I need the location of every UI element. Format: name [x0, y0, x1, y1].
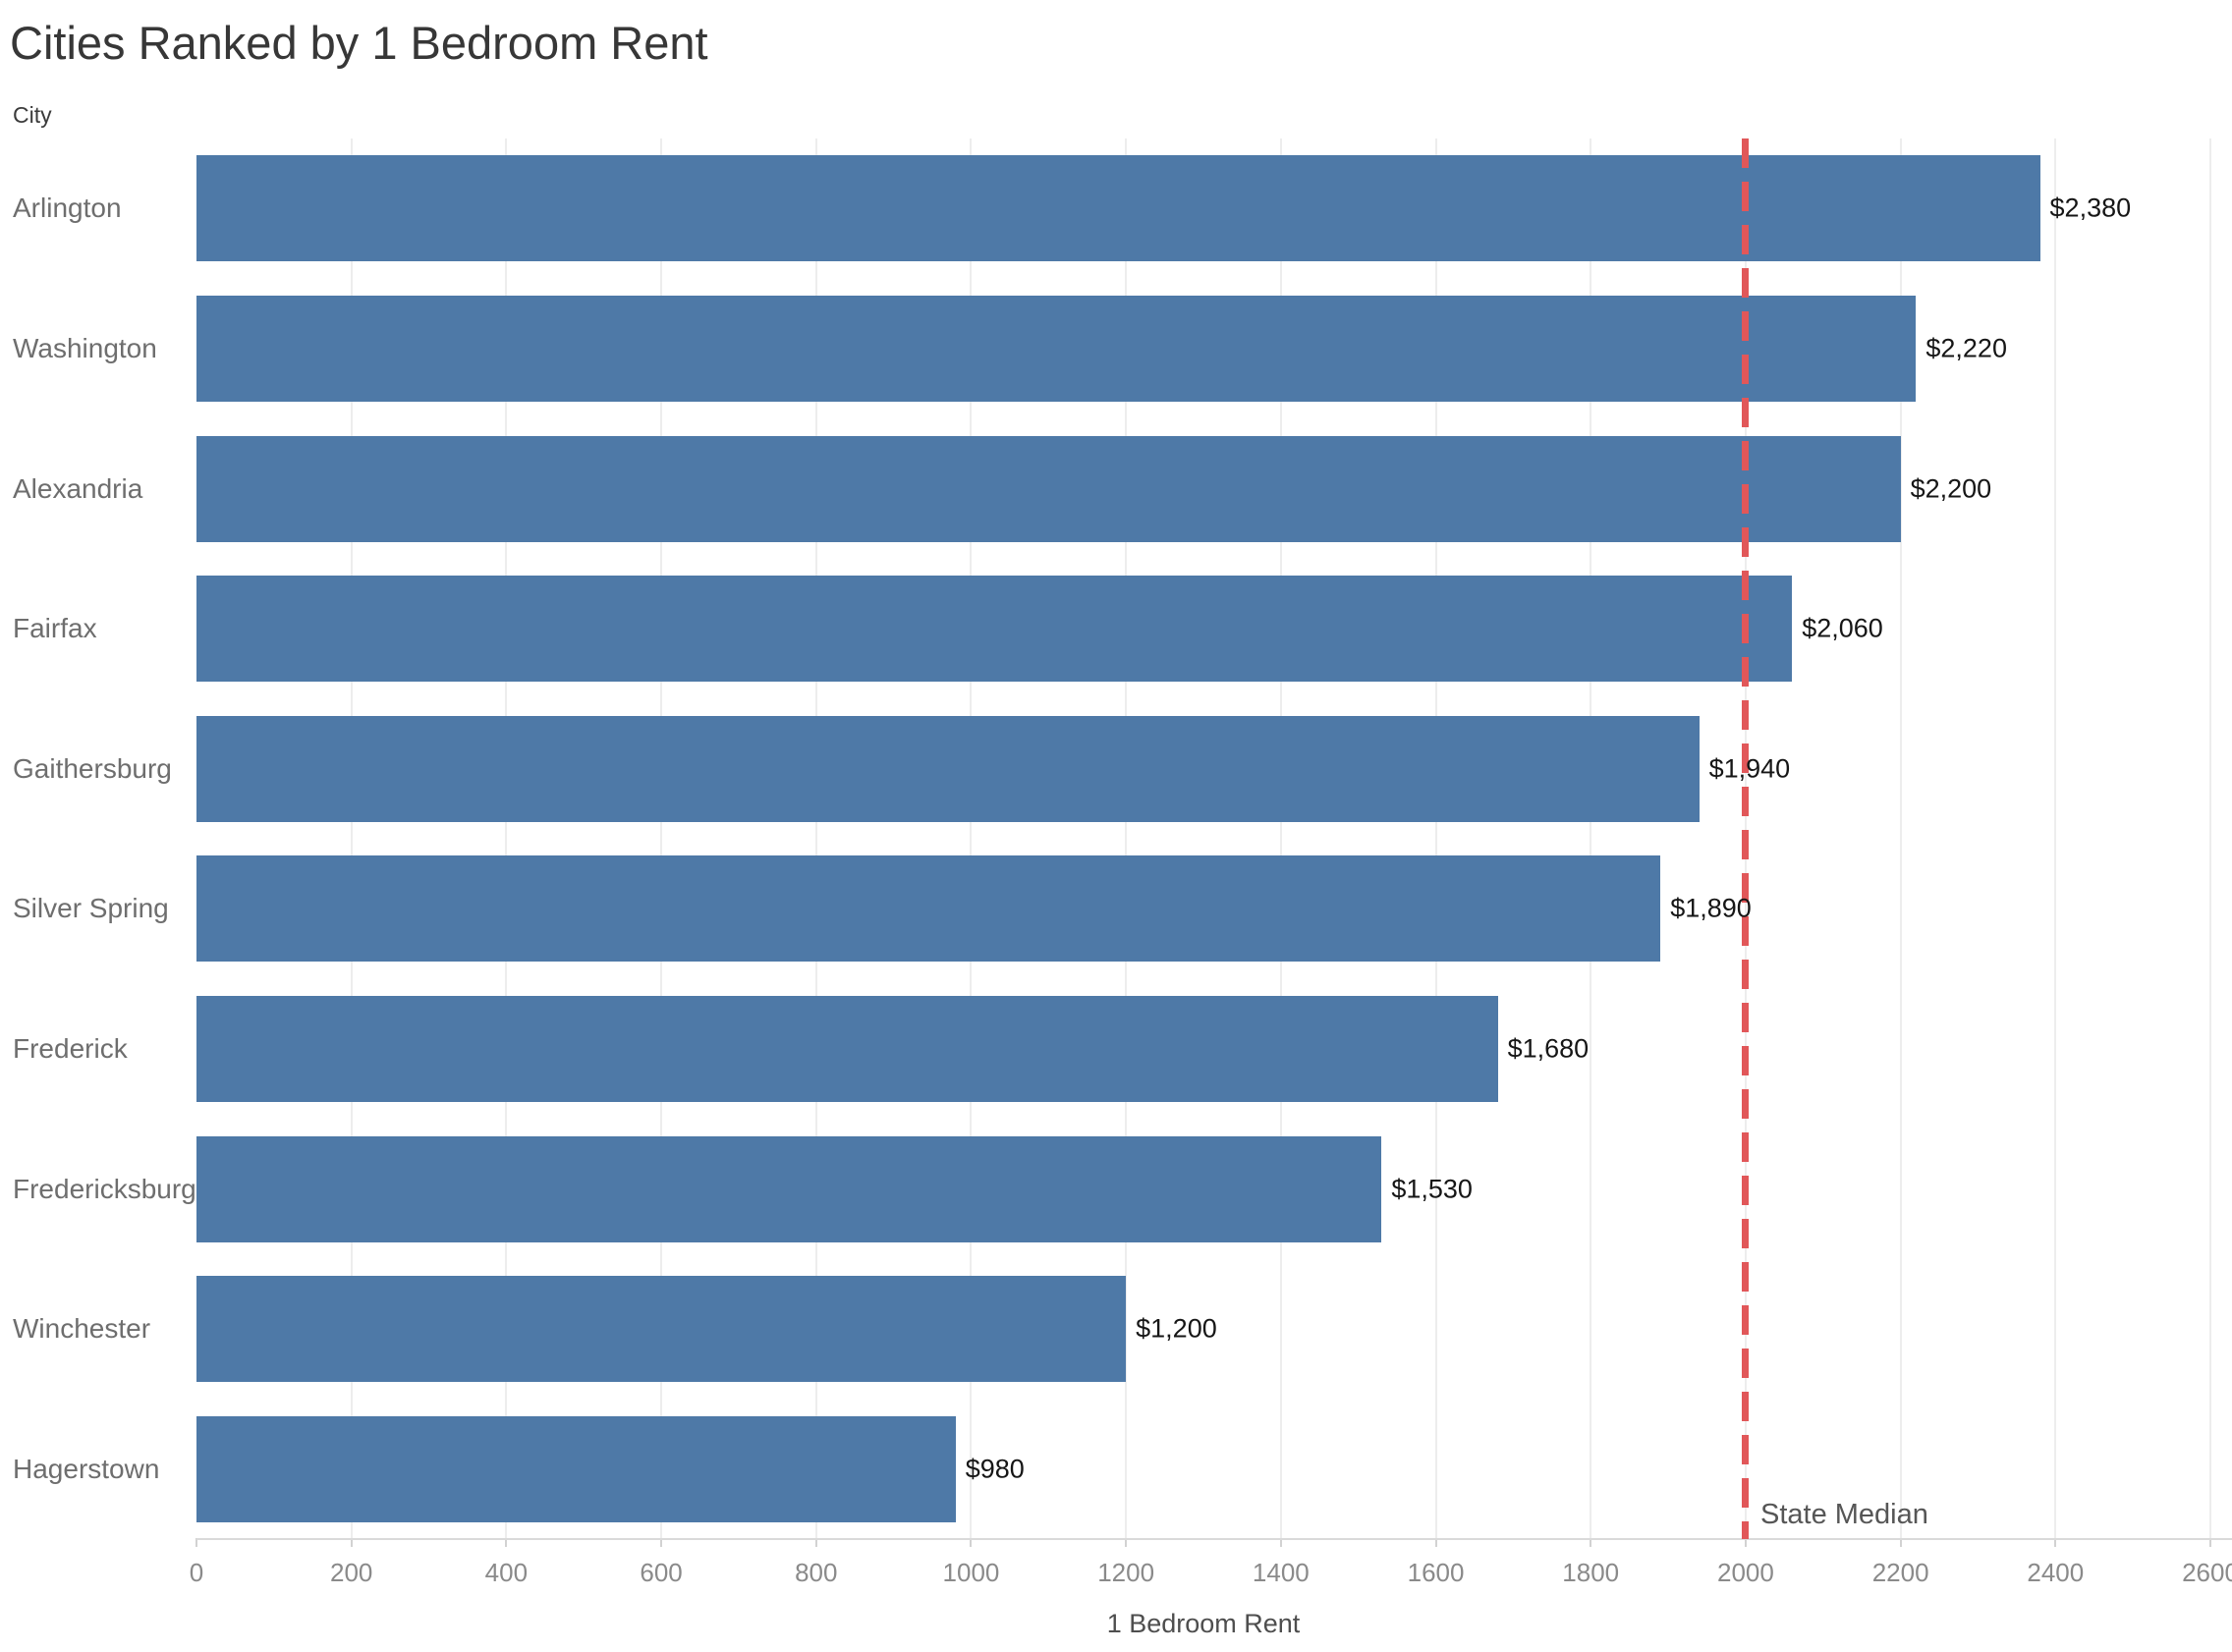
value-label-frederick: $1,680	[1507, 1033, 1590, 1064]
gridline-2600	[2209, 138, 2211, 1539]
value-label-hagerstown: $980	[965, 1454, 1025, 1484]
x-tick-2200	[1899, 1538, 1902, 1547]
x-tick-1800	[1590, 1538, 1592, 1547]
row-label-alexandria: Alexandria	[13, 472, 143, 504]
row-label-frederick: Frederick	[13, 1032, 128, 1064]
row-label-washington: Washington	[13, 332, 157, 363]
bar-frederick[interactable]	[196, 995, 1498, 1102]
bar-fredericksburg[interactable]	[196, 1135, 1382, 1242]
x-tick-label-1600: 1600	[1407, 1558, 1465, 1587]
bar-fairfax[interactable]	[196, 576, 1793, 683]
gridline-1200	[1125, 138, 1128, 1539]
x-tick-label-600: 600	[640, 1558, 683, 1587]
value-label-fredericksburg: $1,530	[1391, 1174, 1473, 1203]
gridline-2200	[1899, 138, 1902, 1539]
x-tick-label-1000: 1000	[942, 1558, 1000, 1587]
x-tick-label-2200: 2200	[1871, 1558, 1929, 1587]
bar-washington[interactable]	[196, 295, 1917, 402]
gridline-1600	[1434, 138, 1437, 1539]
x-tick-label-400: 400	[484, 1558, 529, 1587]
page-title: Cities Ranked by 1 Bedroom Rent	[10, 17, 708, 69]
x-axis-title: 1 Bedroom Rent	[1106, 1609, 1301, 1638]
gridline-200	[350, 138, 353, 1539]
x-tick-600	[660, 1538, 663, 1547]
x-tick-label-800: 800	[795, 1558, 838, 1587]
gridline-1000	[970, 138, 973, 1539]
x-tick-1000	[970, 1538, 973, 1547]
x-tick-2000	[1744, 1538, 1747, 1547]
x-tick-800	[814, 1538, 817, 1547]
row-label-silver-spring: Silver Spring	[13, 893, 169, 924]
x-tick-1400	[1279, 1538, 1282, 1547]
gridline-1800	[1590, 138, 1592, 1539]
x-tick-label-1200: 1200	[1097, 1558, 1155, 1587]
bar-silver-spring[interactable]	[196, 855, 1661, 963]
bar-arlington[interactable]	[196, 155, 2040, 262]
gridline-800	[814, 138, 817, 1539]
x-tick-label-0: 0	[189, 1558, 204, 1587]
gridline-1400	[1279, 138, 1282, 1539]
gridline-600	[660, 138, 663, 1539]
bar-winchester[interactable]	[196, 1276, 1127, 1383]
x-tick-label-2600: 2600	[2182, 1558, 2232, 1587]
x-tick-label-2000: 2000	[1717, 1558, 1774, 1587]
x-tick-1200	[1125, 1538, 1128, 1547]
x-tick-200	[350, 1538, 353, 1547]
row-label-fredericksburg: Fredericksburg	[13, 1173, 196, 1204]
row-label-hagerstown: Hagerstown	[13, 1453, 160, 1484]
value-label-fairfax: $2,060	[1802, 613, 1883, 643]
row-label-fairfax: Fairfax	[13, 613, 97, 644]
x-tick-label-200: 200	[329, 1558, 373, 1587]
category-axis-header: City	[13, 102, 52, 128]
bar-hagerstown[interactable]	[196, 1415, 956, 1522]
row-label-gaithersburg: Gaithersburg	[13, 752, 172, 784]
x-tick-label-2400: 2400	[2027, 1558, 2085, 1587]
x-tick-label-1800: 1800	[1562, 1558, 1620, 1587]
row-label-winchester: Winchester	[13, 1313, 151, 1345]
gridline-400	[505, 138, 508, 1539]
value-label-winchester: $1,200	[1136, 1313, 1217, 1344]
value-label-washington: $2,220	[1925, 333, 2007, 363]
row-label-arlington: Arlington	[13, 193, 122, 224]
x-tick-1600	[1434, 1538, 1437, 1547]
value-label-silver-spring: $1,890	[1670, 893, 1752, 923]
value-label-alexandria: $2,200	[1910, 473, 1992, 503]
x-tick-0	[195, 1538, 197, 1547]
bar-alexandria[interactable]	[196, 435, 1901, 542]
x-tick-2400	[2054, 1538, 2057, 1547]
gridline-2400	[2054, 138, 2057, 1539]
reference-line	[1742, 138, 1750, 1539]
x-tick-2600	[2209, 1538, 2211, 1547]
bar-gaithersburg[interactable]	[196, 715, 1700, 822]
x-axis-line	[196, 1538, 2232, 1540]
value-label-arlington: $2,380	[2049, 193, 2132, 223]
x-tick-400	[505, 1538, 508, 1547]
x-tick-label-1400: 1400	[1252, 1558, 1310, 1587]
value-label-gaithersburg: $1,940	[1708, 753, 1791, 784]
reference-line-label: State Median	[1760, 1499, 1928, 1530]
